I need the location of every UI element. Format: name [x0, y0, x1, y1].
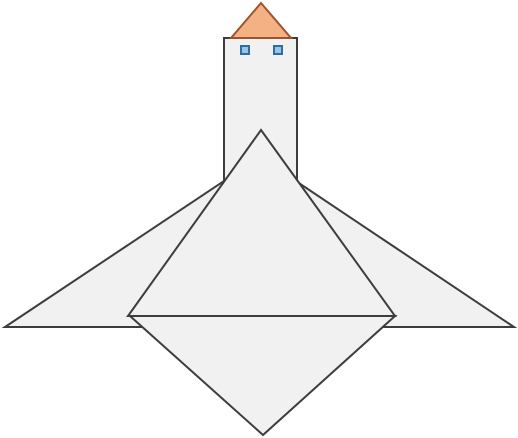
left-window — [240, 45, 250, 55]
bottom-inverted-triangle — [127, 315, 398, 437]
right-window — [273, 45, 283, 55]
roof-triangle — [228, 1, 294, 39]
center-triangle — [126, 128, 397, 317]
